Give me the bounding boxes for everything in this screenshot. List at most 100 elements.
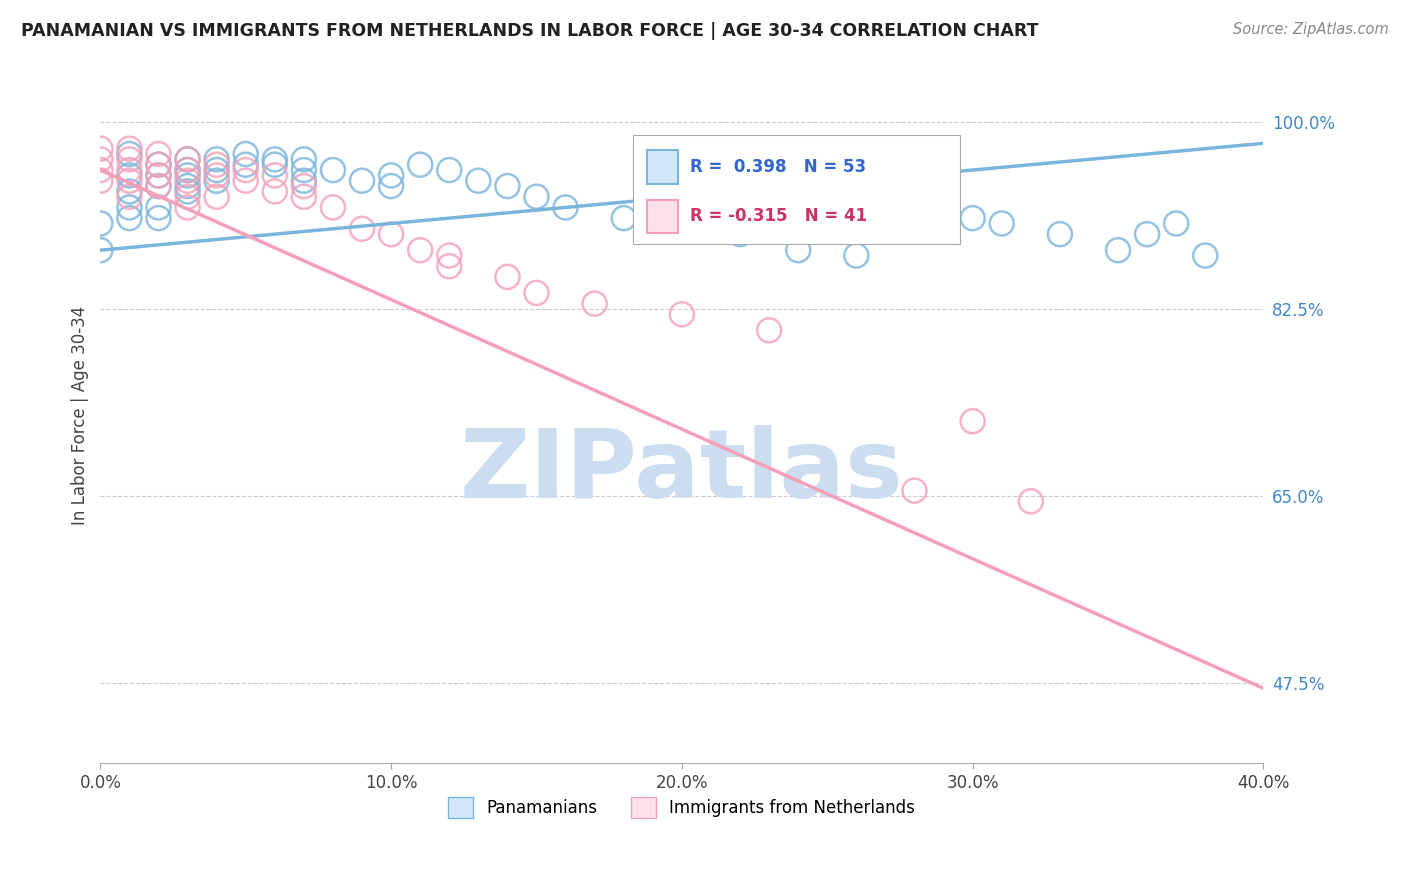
Point: [118, 211, 141, 226]
Point: [932, 206, 955, 220]
Point: [176, 179, 198, 194]
Point: [1107, 243, 1129, 257]
Point: [118, 169, 141, 183]
Point: [728, 227, 751, 242]
Point: [962, 414, 984, 428]
Point: [903, 483, 925, 498]
Point: [350, 174, 373, 188]
Point: [1049, 227, 1071, 242]
Point: [758, 323, 780, 337]
Point: [148, 201, 170, 215]
Point: [613, 211, 636, 226]
Point: [350, 222, 373, 236]
Point: [990, 217, 1012, 231]
Point: [322, 201, 344, 215]
Point: [263, 185, 285, 199]
Point: [496, 179, 519, 194]
Point: [263, 158, 285, 172]
Text: R =  0.398   N = 53: R = 0.398 N = 53: [690, 158, 866, 176]
Point: [292, 190, 315, 204]
Point: [641, 222, 664, 236]
Point: [235, 158, 257, 172]
Point: [526, 285, 548, 300]
Point: [148, 169, 170, 183]
Point: [439, 259, 461, 273]
Point: [176, 169, 198, 183]
Point: [409, 243, 432, 257]
Point: [89, 174, 111, 188]
Point: [118, 142, 141, 156]
Point: [176, 185, 198, 199]
Point: [1166, 217, 1188, 231]
Point: [1019, 494, 1042, 508]
Point: [439, 248, 461, 262]
Text: Source: ZipAtlas.com: Source: ZipAtlas.com: [1233, 22, 1389, 37]
Point: [118, 185, 141, 199]
Point: [292, 153, 315, 167]
Legend: Panamanians, Immigrants from Netherlands: Panamanians, Immigrants from Netherlands: [441, 790, 922, 824]
Point: [148, 158, 170, 172]
Point: [148, 211, 170, 226]
Point: [671, 307, 693, 321]
Point: [205, 174, 228, 188]
Point: [845, 248, 868, 262]
Point: [205, 169, 228, 183]
Point: [467, 174, 489, 188]
Point: [89, 153, 111, 167]
Point: [496, 269, 519, 284]
Point: [554, 201, 576, 215]
Point: [89, 243, 111, 257]
Point: [176, 163, 198, 178]
Point: [235, 174, 257, 188]
Point: [235, 163, 257, 178]
Point: [292, 163, 315, 178]
Point: [205, 190, 228, 204]
Point: [526, 190, 548, 204]
Point: [1194, 248, 1216, 262]
Point: [380, 169, 402, 183]
Point: [118, 147, 141, 161]
Point: [263, 153, 285, 167]
Point: [322, 163, 344, 178]
Point: [439, 163, 461, 178]
Point: [118, 153, 141, 167]
Point: [89, 142, 111, 156]
Point: [118, 190, 141, 204]
Point: [903, 185, 925, 199]
Point: [176, 174, 198, 188]
Point: [148, 147, 170, 161]
Point: [962, 211, 984, 226]
Point: [89, 163, 111, 178]
Point: [148, 179, 170, 194]
Point: [380, 227, 402, 242]
Point: [176, 153, 198, 167]
Point: [205, 163, 228, 178]
Point: [176, 153, 198, 167]
Point: [292, 179, 315, 194]
Point: [263, 169, 285, 183]
Point: [118, 201, 141, 215]
Point: [176, 190, 198, 204]
Point: [205, 153, 228, 167]
Point: [176, 163, 198, 178]
Point: [148, 179, 170, 194]
Text: R = -0.315   N = 41: R = -0.315 N = 41: [690, 208, 866, 226]
Point: [380, 179, 402, 194]
Point: [671, 217, 693, 231]
Y-axis label: In Labor Force | Age 30-34: In Labor Force | Age 30-34: [72, 306, 89, 525]
Text: ZIPatlas: ZIPatlas: [460, 425, 904, 518]
Point: [118, 174, 141, 188]
Point: [148, 158, 170, 172]
Text: PANAMANIAN VS IMMIGRANTS FROM NETHERLANDS IN LABOR FORCE | AGE 30-34 CORRELATION: PANAMANIAN VS IMMIGRANTS FROM NETHERLAND…: [21, 22, 1039, 40]
Point: [1136, 227, 1159, 242]
Point: [409, 158, 432, 172]
Point: [583, 296, 606, 310]
Point: [292, 174, 315, 188]
Point: [235, 147, 257, 161]
Point: [89, 217, 111, 231]
Point: [148, 169, 170, 183]
Point: [205, 158, 228, 172]
Point: [118, 163, 141, 178]
Point: [176, 201, 198, 215]
Point: [903, 163, 925, 178]
